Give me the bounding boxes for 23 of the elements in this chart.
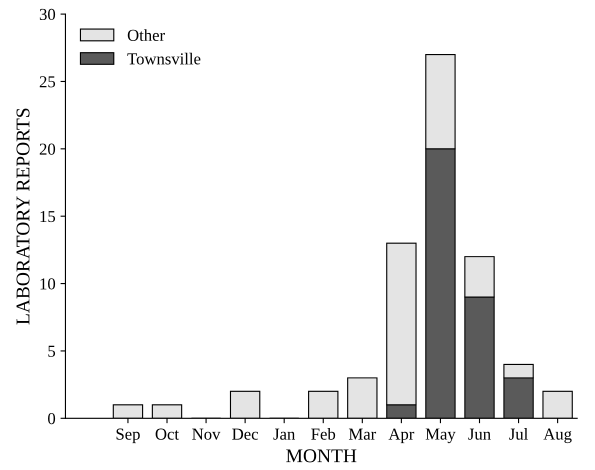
y-tick-label: 25 — [40, 76, 56, 88]
x-tick-label: Sep — [116, 428, 140, 444]
x-tick-label: Feb — [311, 428, 336, 440]
x-tick-label: Aug — [543, 428, 572, 444]
y-tick-label: 0 — [48, 413, 56, 424]
y-tick-label: 20 — [40, 144, 56, 155]
x-tick-label: Mar — [348, 428, 376, 440]
x-tick-label: Jul — [509, 428, 528, 440]
x-tick-label: Jan — [273, 428, 296, 440]
legend-label: Other — [128, 29, 165, 41]
x-tick-label: Dec — [232, 428, 258, 440]
y-tick-label: 15 — [40, 210, 56, 222]
x-tick-label: Jun — [468, 428, 491, 440]
legend-label: Townsville — [127, 52, 200, 64]
x-tick-label: May — [426, 428, 456, 444]
x-tick-label: Oct — [156, 428, 179, 440]
y-tick-label: 30 — [40, 8, 56, 20]
x-tick-label: Apr — [388, 428, 414, 444]
y-tick-label: 10 — [40, 278, 56, 290]
y-tick-label: 5 — [48, 346, 56, 357]
x-axis-title: MONTH — [286, 449, 356, 462]
x-tick-label: Nov — [192, 428, 220, 440]
y-axis-title: LABORATORY REPORTS — [16, 108, 30, 324]
